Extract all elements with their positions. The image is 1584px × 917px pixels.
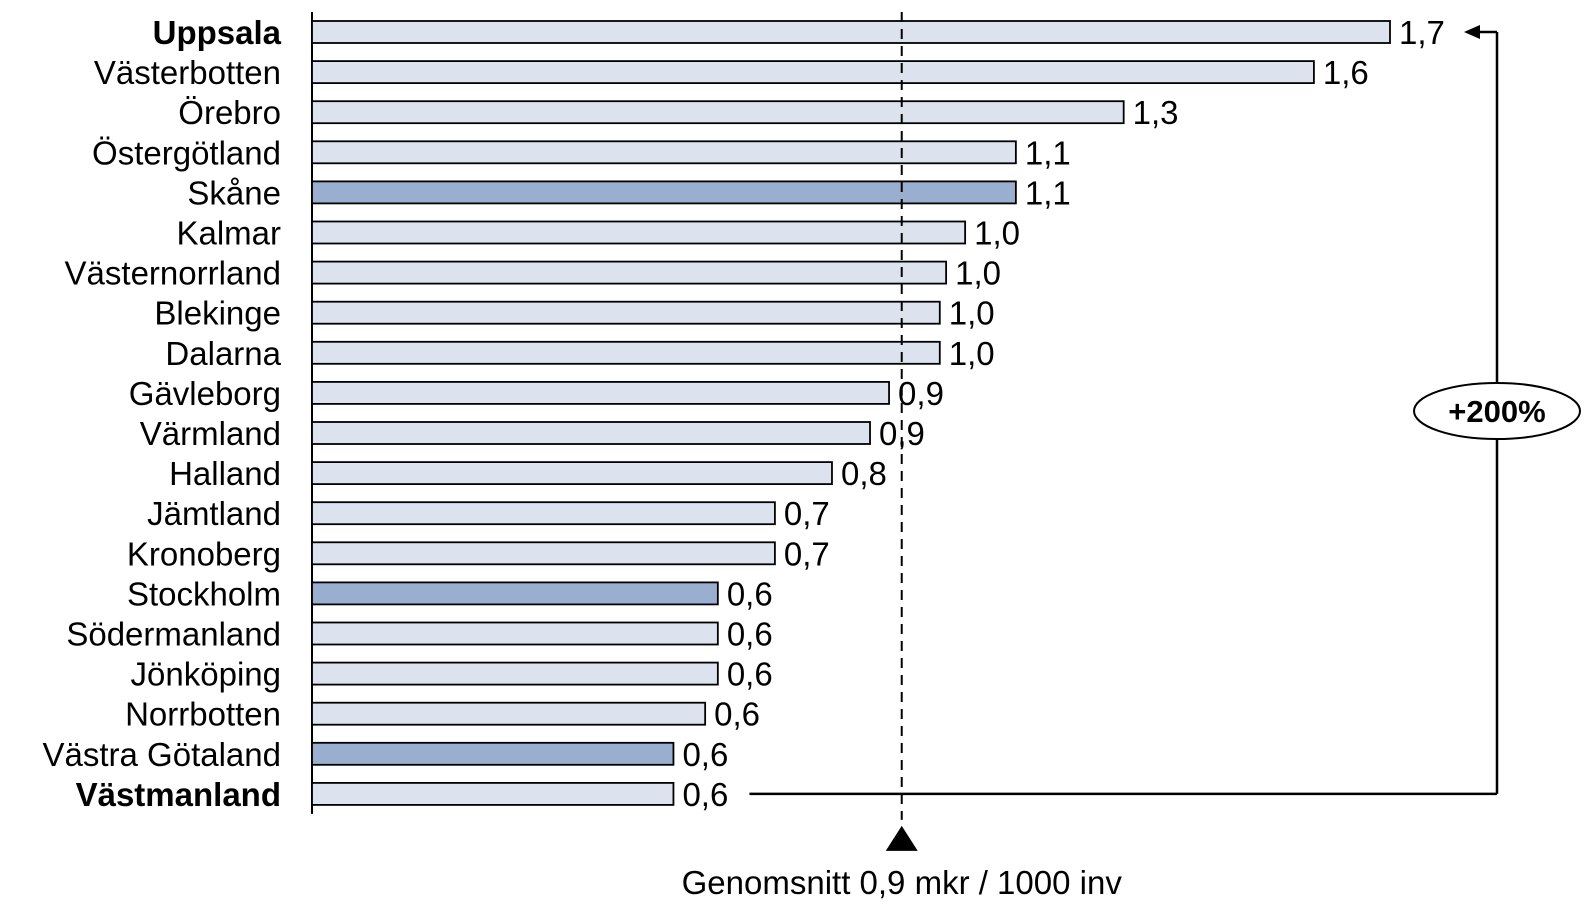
category-label: Västra Götaland bbox=[43, 736, 281, 773]
value-label: 1,0 bbox=[974, 215, 1020, 252]
bar-jämtland bbox=[311, 501, 776, 526]
bar-västra-götaland bbox=[311, 741, 675, 766]
bar-norrbotten bbox=[311, 701, 707, 726]
bar-västmanland bbox=[311, 782, 675, 806]
bar-södermanland bbox=[311, 621, 719, 646]
category-label: Skåne bbox=[187, 174, 281, 211]
bar-västernorrland bbox=[311, 260, 948, 285]
bar-uppsala bbox=[311, 20, 1391, 44]
bar-värmland bbox=[311, 421, 871, 445]
value-label: 0,7 bbox=[784, 495, 830, 532]
category-label: Jönköping bbox=[131, 656, 281, 693]
bar-östergötland bbox=[311, 140, 1017, 165]
value-label: 0,9 bbox=[898, 375, 944, 412]
average-label: Genomsnitt 0,9 mkr / 1000 inv bbox=[682, 864, 1123, 901]
value-label: 0,6 bbox=[714, 696, 760, 733]
value-label: 1,0 bbox=[955, 255, 1001, 292]
value-label: 1,7 bbox=[1399, 14, 1445, 51]
value-label: 0,6 bbox=[682, 776, 728, 813]
value-label: 1,1 bbox=[1025, 174, 1071, 211]
value-label: 0,6 bbox=[727, 616, 773, 653]
category-label: Kalmar bbox=[176, 215, 281, 252]
bar-jönköping bbox=[311, 661, 719, 686]
category-label: Uppsala bbox=[153, 14, 282, 51]
category-label: Östergötland bbox=[92, 134, 281, 171]
category-label: Södermanland bbox=[66, 616, 281, 653]
value-labels-layer: 1,71,61,31,11,11,01,01,01,00,90,90,80,70… bbox=[682, 14, 1444, 813]
value-label: 0,7 bbox=[784, 535, 830, 572]
value-label: 1,6 bbox=[1323, 54, 1369, 91]
average-layer: Genomsnitt 0,9 mkr / 1000 inv bbox=[682, 12, 1123, 901]
range-badge bbox=[1413, 382, 1581, 440]
category-labels-layer: UppsalaVästerbottenÖrebroÖstergötlandSkå… bbox=[43, 14, 282, 813]
average-marker-triangle bbox=[885, 825, 918, 851]
category-label: Halland bbox=[169, 455, 281, 492]
category-label: Örebro bbox=[178, 94, 281, 131]
range-arrowhead bbox=[1464, 25, 1480, 39]
value-label: 1,1 bbox=[1025, 134, 1071, 171]
category-label: Blekinge bbox=[154, 295, 281, 332]
bars-layer bbox=[311, 12, 1391, 814]
bar-halland bbox=[311, 461, 833, 486]
value-label: 1,0 bbox=[949, 335, 995, 372]
bar-gävleborg bbox=[311, 380, 890, 405]
bar-skåne bbox=[311, 180, 1017, 205]
category-label: Jämtland bbox=[147, 495, 281, 532]
category-label: Värmland bbox=[140, 415, 281, 452]
bar-örebro bbox=[311, 100, 1125, 125]
category-label: Norrbotten bbox=[125, 696, 281, 733]
range-annotation-layer: +200% bbox=[749, 25, 1581, 796]
category-label: Gävleborg bbox=[129, 375, 281, 412]
bar-stockholm bbox=[311, 581, 719, 606]
bar-blekinge bbox=[311, 300, 941, 325]
range-label: +200% bbox=[1448, 394, 1545, 429]
category-label: Västerbotten bbox=[94, 54, 281, 91]
bar-kalmar bbox=[311, 220, 967, 245]
category-label: Västernorrland bbox=[65, 255, 281, 292]
category-label: Västmanland bbox=[76, 776, 281, 813]
bar-dalarna bbox=[311, 340, 941, 365]
bar-västerbotten bbox=[311, 60, 1315, 84]
category-label: Stockholm bbox=[127, 575, 281, 612]
value-label: 0,6 bbox=[727, 575, 773, 612]
value-label: 0,8 bbox=[841, 455, 887, 492]
value-label: 1,0 bbox=[949, 295, 995, 332]
value-label: 0,6 bbox=[727, 656, 773, 693]
bar-kronoberg bbox=[311, 541, 776, 566]
value-label: 1,3 bbox=[1133, 94, 1179, 131]
category-label: Dalarna bbox=[165, 335, 281, 372]
value-label: 0,6 bbox=[682, 736, 728, 773]
category-label: Kronoberg bbox=[127, 535, 281, 572]
